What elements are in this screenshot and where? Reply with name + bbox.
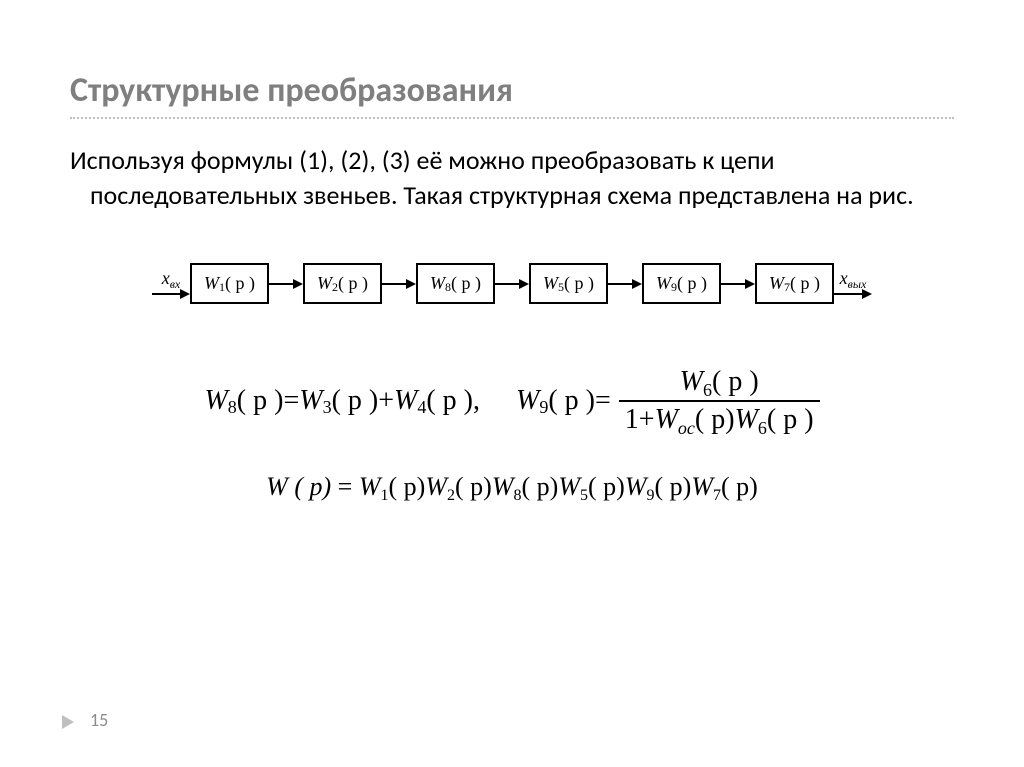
formula-final: W ( p) = W1( p)W2( p)W8( p)W5( p)W9( p)W… xyxy=(70,472,954,502)
block-w2: W2( p ) xyxy=(303,263,382,304)
block-w8: W8( p ) xyxy=(416,263,495,304)
input-signal-label: xвх xyxy=(162,268,181,289)
slide-title: Структурные преобразования xyxy=(70,70,954,111)
formulas-row-1: W8( p ) = W3( p ) + W4( p ), W9( p ) = W… xyxy=(70,364,954,438)
arrow-3 xyxy=(495,279,529,289)
block-w5: W5( p ) xyxy=(529,263,608,304)
arrow-2 xyxy=(382,279,416,289)
block-w9: W9( p ) xyxy=(642,263,721,304)
block-w1: W1( p ) xyxy=(190,263,269,304)
block-w7: W7( p ) xyxy=(755,263,834,304)
arrow-4 xyxy=(608,279,642,289)
arrow-5 xyxy=(721,279,755,289)
formula-w8: W8( p ) = W3( p ) + W4( p ), xyxy=(204,385,480,417)
slide: Структурные преобразования Используя фор… xyxy=(0,0,1024,767)
output-signal-label: xвых xyxy=(840,268,867,289)
fraction: W6( p ) 1+Woc( p)W6( p ) xyxy=(619,364,820,438)
page-arrow-icon xyxy=(62,715,74,729)
title-underline xyxy=(70,117,954,119)
body-paragraph: Используя формулы (1), (2), (3) её можно… xyxy=(70,143,954,213)
arrow-1 xyxy=(269,279,303,289)
block-diagram: xвх W1( p ) W2( p ) W8( p ) W5( p ) W9( … xyxy=(70,263,954,304)
page-number: 15 xyxy=(90,709,108,731)
formula-w9: W9( p ) = W6( p ) 1+Woc( p)W6( p ) xyxy=(516,364,820,438)
